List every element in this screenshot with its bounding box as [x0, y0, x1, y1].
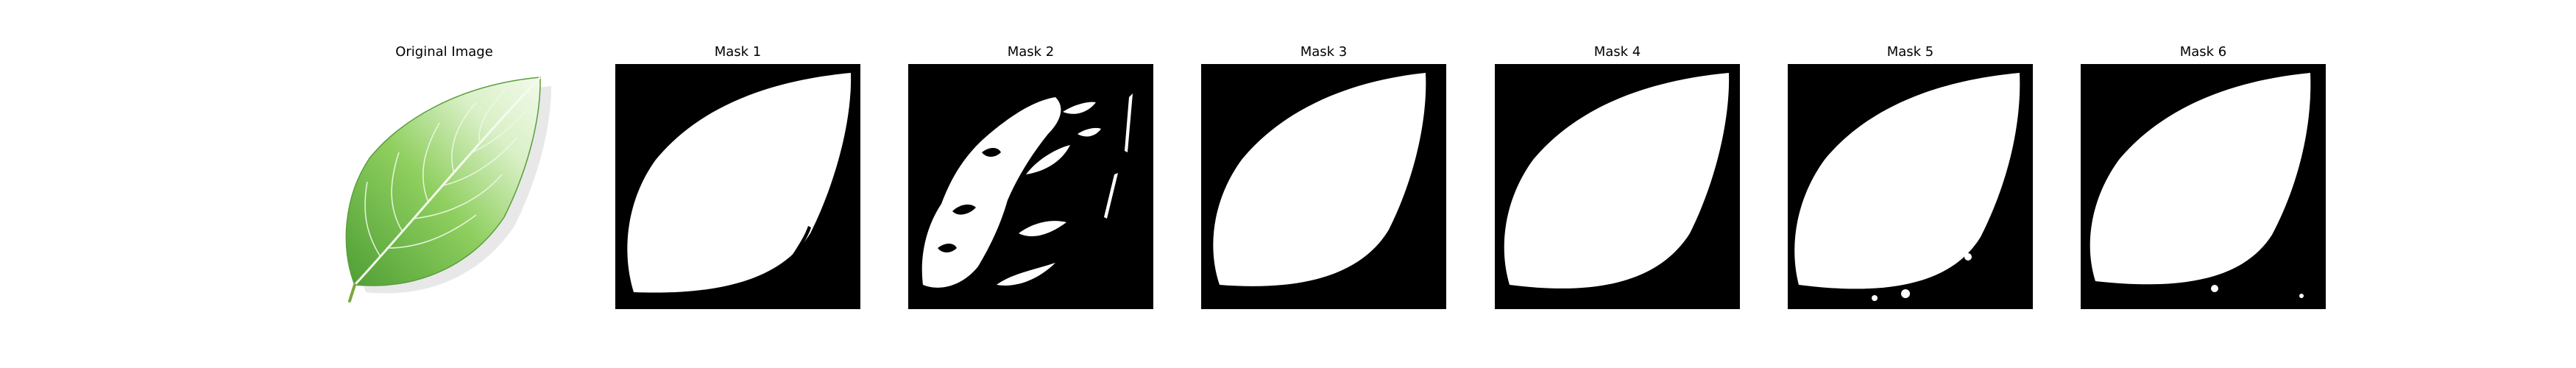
mask-2-canvas	[908, 64, 1153, 309]
panel-title: Mask 2	[1007, 44, 1055, 60]
mask-4-canvas	[1495, 64, 1740, 309]
mask-1-image	[615, 64, 860, 309]
panel-mask-1: Mask 1	[615, 0, 860, 368]
mask-5-image	[1788, 64, 2033, 309]
mask-4-image	[1495, 64, 1740, 309]
panel-title: Mask 1	[714, 44, 762, 60]
panel-title: Original Image	[395, 44, 493, 60]
panel-title: Mask 5	[1886, 44, 1934, 60]
panel-mask-4: Mask 4	[1495, 0, 1740, 368]
mask-6-canvas	[2081, 64, 2326, 309]
mask-3-canvas	[1201, 64, 1446, 309]
panel-title: Mask 4	[1593, 44, 1641, 60]
leaf-photo	[345, 76, 551, 302]
mask-5-canvas	[1788, 64, 2033, 309]
mask-1-canvas	[615, 64, 860, 309]
panel-mask-6: Mask 6	[2081, 0, 2326, 368]
original-leaf-image	[322, 64, 567, 309]
panel-mask-2: Mask 2	[908, 0, 1153, 368]
panel-title: Mask 6	[2179, 44, 2227, 60]
panel-original-image: Original Image	[322, 0, 567, 368]
panel-mask-5: Mask 5	[1788, 0, 2033, 368]
mask-3-image	[1201, 64, 1446, 309]
panel-mask-3: Mask 3	[1201, 0, 1446, 368]
panel-title: Mask 3	[1300, 44, 1348, 60]
mask-2-image	[908, 64, 1153, 309]
mask-6-image	[2081, 64, 2326, 309]
